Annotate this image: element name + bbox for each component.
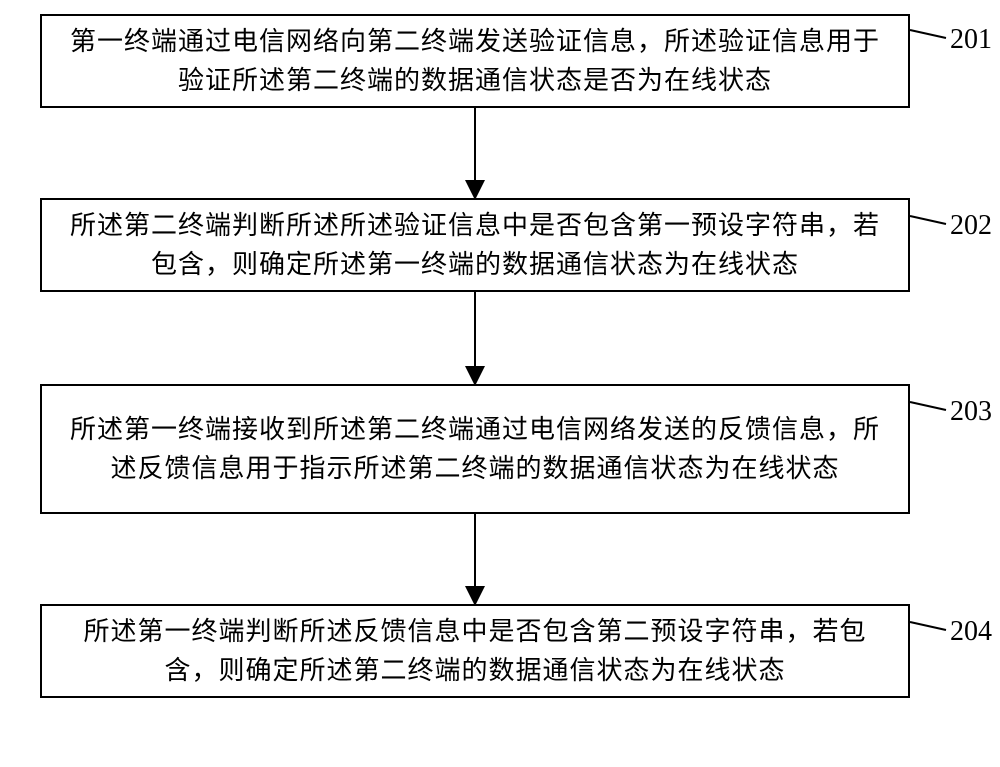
flow-step-202: 所述第二终端判断所述所述验证信息中是否包含第一预设字符串，若包含，则确定所述第一…	[40, 198, 910, 292]
step-label-203: 203	[950, 396, 992, 428]
leader-203	[910, 402, 946, 410]
flow-step-203-text: 所述第一终端接收到所述第二终端通过电信网络发送的反馈信息，所述反馈信息用于指示所…	[62, 410, 888, 488]
step-label-202: 202	[950, 210, 992, 242]
flow-step-202-text: 所述第二终端判断所述所述验证信息中是否包含第一预设字符串，若包含，则确定所述第一…	[62, 206, 888, 284]
flow-step-204-text: 所述第一终端判断所述反馈信息中是否包含第二预设字符串，若包含，则确定所述第二终端…	[62, 612, 888, 690]
leader-202	[910, 216, 946, 224]
flow-step-203: 所述第一终端接收到所述第二终端通过电信网络发送的反馈信息，所述反馈信息用于指示所…	[40, 384, 910, 514]
step-label-201: 201	[950, 24, 992, 56]
step-label-204: 204	[950, 616, 992, 648]
leader-201	[910, 30, 946, 38]
flow-step-201-text: 第一终端通过电信网络向第二终端发送验证信息，所述验证信息用于验证所述第二终端的数…	[62, 22, 888, 100]
flow-step-201: 第一终端通过电信网络向第二终端发送验证信息，所述验证信息用于验证所述第二终端的数…	[40, 14, 910, 108]
leader-204	[910, 622, 946, 630]
flow-step-204: 所述第一终端判断所述反馈信息中是否包含第二预设字符串，若包含，则确定所述第二终端…	[40, 604, 910, 698]
